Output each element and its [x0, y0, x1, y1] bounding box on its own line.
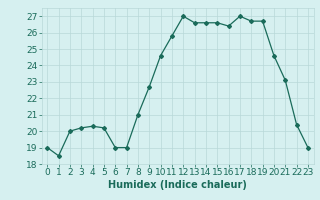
X-axis label: Humidex (Indice chaleur): Humidex (Indice chaleur) [108, 180, 247, 190]
